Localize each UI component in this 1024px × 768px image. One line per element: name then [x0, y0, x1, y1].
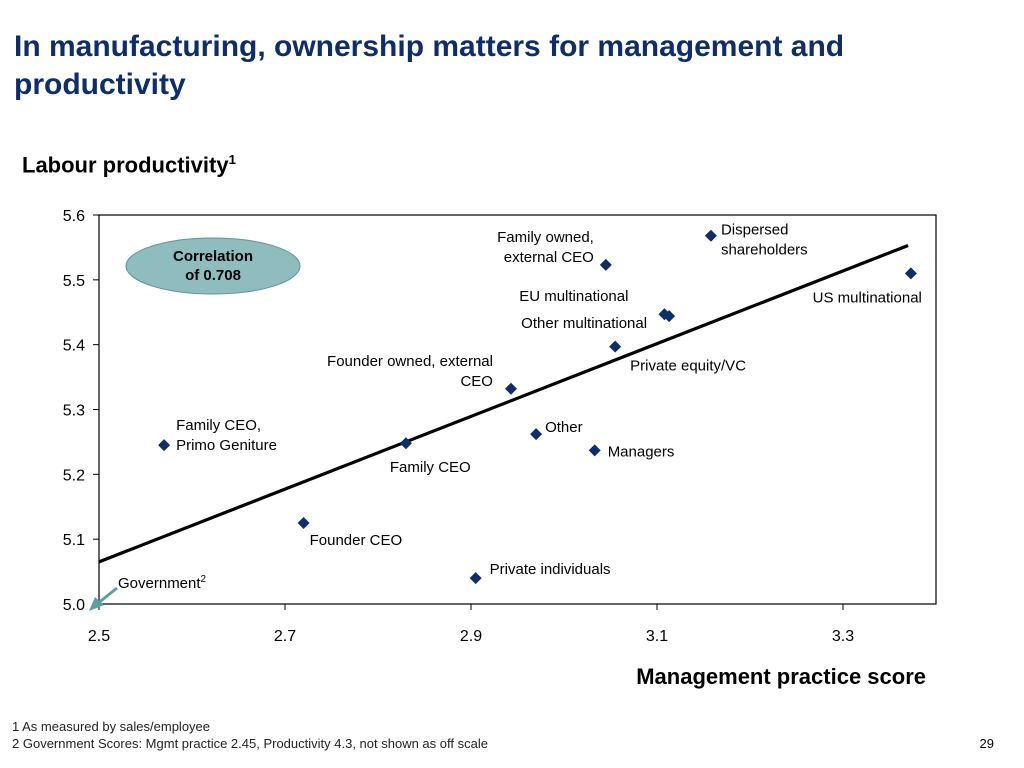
data-point: [663, 310, 676, 323]
government-label-text: Government: [118, 575, 201, 592]
y-tick-label: 5.0: [63, 597, 85, 614]
data-point: [469, 572, 482, 585]
data-label-3: Family CEO: [390, 459, 471, 476]
x-tick-label: 2.7: [274, 628, 296, 645]
y-tick-label: 5.5: [63, 273, 85, 290]
data-point: [158, 439, 171, 452]
page-number: 29: [979, 736, 994, 751]
data-point: [588, 444, 601, 457]
data-label-12-line-2: shareholders: [721, 242, 808, 259]
data-label-8-line-1: Family owned,: [497, 229, 594, 246]
data-label-12-line-1: Dispersed: [721, 222, 789, 239]
y-tick-label: 5.4: [63, 338, 85, 355]
y-axis-title-footnote-ref: 1: [228, 152, 236, 167]
footnote-1-text: As measured by sales/employee: [22, 719, 211, 734]
data-label-1-line-1: Family CEO,: [176, 417, 261, 434]
data-label-1-line-2: Primo Geniture: [176, 437, 277, 454]
y-axis-title-text: Labour productivity: [22, 152, 229, 178]
footnote-1: 1 As measured by sales/employee: [12, 718, 488, 735]
footnote-2-number: 2: [12, 736, 20, 751]
government-label-footnote-ref: 2: [201, 574, 207, 585]
x-tick-label: 3.3: [832, 628, 854, 645]
data-label-9: Private equity/VC: [630, 358, 746, 375]
data-label-7: Managers: [608, 443, 675, 460]
correlation-callout: [125, 237, 301, 295]
footnote-2: 2 Government Scores: Mgmt practice 2.45,…: [12, 735, 488, 752]
data-point: [704, 229, 717, 242]
y-axis-title: Labour productivity1: [22, 152, 236, 178]
data-label-10: EU multinational: [519, 288, 628, 305]
y-tick-label: 5.6: [63, 208, 85, 225]
data-point: [599, 258, 612, 271]
data-point: [297, 516, 310, 529]
data-label-6: Other: [545, 419, 583, 436]
y-tick-label: 5.2: [63, 467, 85, 484]
x-tick-label: 3.1: [646, 628, 668, 645]
data-label-5-line-1: Founder owned, external: [327, 353, 493, 370]
x-tick-label: 2.5: [88, 628, 110, 645]
data-point: [504, 382, 517, 395]
correlation-text-line-1: Correlation: [173, 248, 253, 265]
data-point: [904, 267, 917, 280]
x-tick-label: 2.9: [460, 628, 482, 645]
data-label-2: Founder CEO: [310, 532, 403, 549]
y-tick-label: 5.3: [63, 403, 85, 420]
data-label-13: US multinational: [813, 289, 922, 306]
government-arrow-head: [89, 597, 104, 611]
data-point: [609, 340, 622, 353]
data-label-4: Private individuals: [490, 561, 611, 578]
footnote-2-text: Government Scores: Mgmt practice 2.45, P…: [22, 736, 488, 751]
government-arrow-shaft: [96, 586, 118, 606]
y-tick-label: 5.1: [63, 532, 85, 549]
correlation-text-line-2: of 0.708: [185, 267, 241, 284]
data-point: [399, 437, 412, 450]
slide-title: In manufacturing, ownership matters for …: [14, 30, 845, 101]
footnote-1-number: 1: [12, 719, 20, 734]
data-point: [530, 428, 543, 441]
data-label-11: Other multinational: [521, 315, 647, 332]
government-label: Government2: [118, 574, 207, 592]
x-axis-title: Management practice score: [636, 664, 926, 689]
footnotes: 1 As measured by sales/employee 2 Govern…: [12, 718, 488, 752]
data-label-8-line-2: external CEO: [504, 249, 594, 266]
data-label-5-line-2: CEO: [460, 373, 493, 390]
trend-line: [98, 243, 909, 564]
